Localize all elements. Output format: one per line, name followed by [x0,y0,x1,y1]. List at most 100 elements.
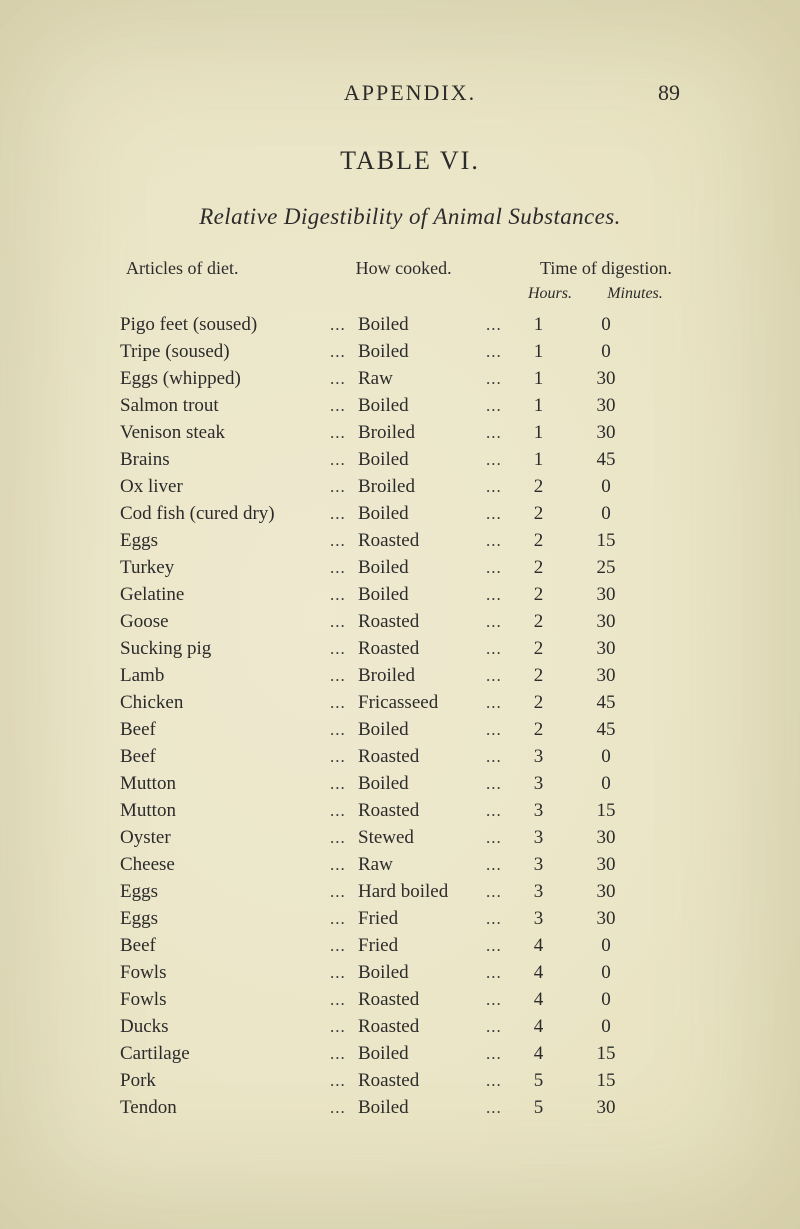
sub-header-minutes: Minutes. [590,285,680,303]
table-row: Sucking pig...Roasted...230 [120,635,700,662]
cell-cook: Raw [358,365,486,392]
leader-dots: ... [330,1042,358,1066]
leader-dots: ... [330,529,358,553]
leader-dots: ... [486,799,516,823]
leader-dots: ... [330,1096,358,1120]
cell-article: Tripe (soused) [120,338,330,365]
leader-dots: ... [486,961,516,985]
table-row: Mutton...Roasted...315 [120,797,700,824]
cell-article: Cartilage [120,1040,330,1067]
cell-minutes: 30 [561,851,651,878]
cell-hours: 3 [516,851,561,878]
leader-dots: ... [330,421,358,445]
cell-article: Beef [120,932,330,959]
cell-hours: 2 [516,581,561,608]
leader-dots: ... [330,853,358,877]
cell-cook: Fricasseed [358,689,486,716]
leader-dots: ... [486,826,516,850]
cell-article: Pork [120,1067,330,1094]
leader-dots: ... [330,637,358,661]
leader-dots: ... [330,448,358,472]
cell-article: Cod fish (cured dry) [120,500,330,527]
leader-dots: ... [486,880,516,904]
cell-minutes: 30 [561,878,651,905]
table-row: Tendon...Boiled...530 [120,1094,700,1121]
leader-dots: ... [486,934,516,958]
page-body: APPENDIX. 89 TABLE VI. Relative Digestib… [0,0,800,1229]
table-row: Pork...Roasted...515 [120,1067,700,1094]
table-row: Cartilage...Boiled...415 [120,1040,700,1067]
table-row: Beef...Boiled...245 [120,716,700,743]
leader-dots: ... [486,340,516,364]
cell-cook: Roasted [358,1067,486,1094]
table-row: Gelatine...Boiled...230 [120,581,700,608]
cell-hours: 1 [516,338,561,365]
cell-hours: 2 [516,527,561,554]
cell-article: Ox liver [120,473,330,500]
cell-hours: 1 [516,392,561,419]
table-row: Beef...Roasted...30 [120,743,700,770]
cell-cook: Hard boiled [358,878,486,905]
cell-cook: Boiled [358,554,486,581]
table-row: Lamb...Broiled...230 [120,662,700,689]
cell-article: Mutton [120,770,330,797]
table-row: Oyster...Stewed...330 [120,824,700,851]
cell-minutes: 30 [561,365,651,392]
table-row: Tripe (soused)...Boiled...10 [120,338,700,365]
table-row: Cheese...Raw...330 [120,851,700,878]
leader-dots: ... [330,583,358,607]
page-header: APPENDIX. 89 [120,80,700,106]
leader-dots: ... [486,718,516,742]
table-row: Fowls...Roasted...40 [120,986,700,1013]
cell-article: Tendon [120,1094,330,1121]
leader-dots: ... [330,718,358,742]
cell-hours: 4 [516,932,561,959]
cell-cook: Boiled [358,338,486,365]
cell-hours: 1 [516,446,561,473]
leader-dots: ... [330,826,358,850]
leader-dots: ... [330,313,358,337]
cell-article: Turkey [120,554,330,581]
leader-dots: ... [486,745,516,769]
cell-cook: Roasted [358,743,486,770]
cell-cook: Fried [358,905,486,932]
cell-cook: Boiled [358,311,486,338]
cell-article: Salmon trout [120,392,330,419]
table-subtitle: Relative Digestibility of Animal Substan… [120,204,700,230]
cell-article: Eggs [120,527,330,554]
cell-hours: 4 [516,959,561,986]
cell-cook: Roasted [358,635,486,662]
cell-minutes: 30 [561,419,651,446]
table-row: Ox liver...Broiled...20 [120,473,700,500]
leader-dots: ... [486,1015,516,1039]
cell-article: Fowls [120,986,330,1013]
cell-cook: Roasted [358,608,486,635]
table-row: Eggs (whipped)...Raw...130 [120,365,700,392]
cell-cook: Roasted [358,986,486,1013]
leader-dots: ... [330,664,358,688]
cell-hours: 3 [516,824,561,851]
table-row: Eggs...Roasted...215 [120,527,700,554]
cell-article: Sucking pig [120,635,330,662]
table-row: Salmon trout...Boiled...130 [120,392,700,419]
cell-cook: Boiled [358,446,486,473]
cell-hours: 2 [516,554,561,581]
cell-cook: Broiled [358,473,486,500]
cell-minutes: 0 [561,743,651,770]
table-row: Ducks...Roasted...40 [120,1013,700,1040]
leader-dots: ... [486,394,516,418]
cell-cook: Boiled [358,392,486,419]
leader-dots: ... [330,691,358,715]
leader-dots: ... [486,1069,516,1093]
cell-minutes: 45 [561,689,651,716]
leader-dots: ... [330,1015,358,1039]
leader-dots: ... [486,583,516,607]
leader-dots: ... [330,880,358,904]
cell-hours: 3 [516,743,561,770]
leader-dots: ... [486,1096,516,1120]
cell-minutes: 45 [561,446,651,473]
cell-article: Beef [120,716,330,743]
cell-hours: 2 [516,689,561,716]
leader-dots: ... [486,664,516,688]
cell-hours: 2 [516,662,561,689]
